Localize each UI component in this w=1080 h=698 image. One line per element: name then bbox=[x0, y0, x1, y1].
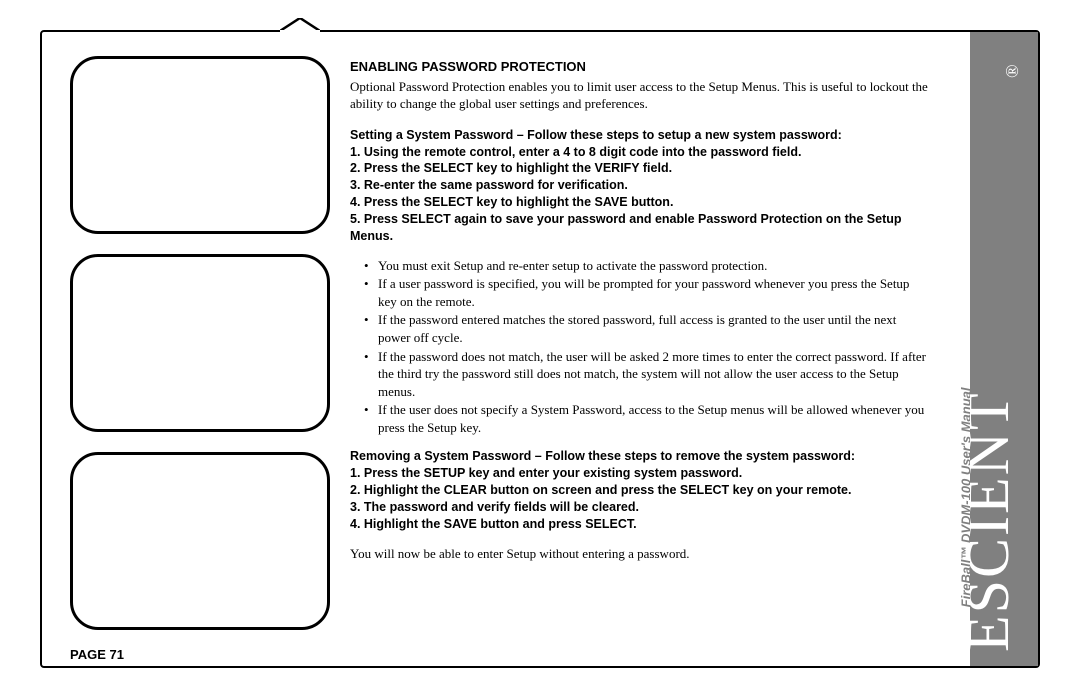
note-item: If a user password is specified, you wil… bbox=[364, 275, 930, 310]
brand-sidebar: ESCIENT ® bbox=[970, 32, 1038, 666]
removing-step-4: 4. Highlight the SAVE button and press S… bbox=[350, 516, 930, 533]
brand-logo: ESCIENT ® bbox=[970, 32, 1038, 666]
setting-step-2: 2. Press the SELECT key to highlight the… bbox=[350, 160, 930, 177]
setting-step-5: 5. Press SELECT again to save your passw… bbox=[350, 211, 930, 245]
setting-password-block: Setting a System Password – Follow these… bbox=[350, 127, 930, 245]
removing-step-3: 3. The password and verify fields will b… bbox=[350, 499, 930, 516]
removing-password-block: Removing a System Password – Follow thes… bbox=[350, 448, 930, 532]
placeholder-box-2 bbox=[70, 254, 330, 432]
setting-step-1: 1. Using the remote control, enter a 4 t… bbox=[350, 144, 930, 161]
notes-list: You must exit Setup and re-enter setup t… bbox=[350, 257, 930, 436]
removing-step-2: 2. Highlight the CLEAR button on screen … bbox=[350, 482, 930, 499]
removing-title: Removing a System Password – Follow thes… bbox=[350, 448, 930, 465]
setting-title: Setting a System Password – Follow these… bbox=[350, 127, 930, 144]
note-item: If the password does not match, the user… bbox=[364, 348, 930, 401]
removing-step-1: 1. Press the SETUP key and enter your ex… bbox=[350, 465, 930, 482]
setting-step-4: 4. Press the SELECT key to highlight the… bbox=[350, 194, 930, 211]
registered-mark: ® bbox=[1002, 64, 1022, 78]
note-item: You must exit Setup and re-enter setup t… bbox=[364, 257, 930, 275]
frame-notch bbox=[280, 18, 320, 42]
side-image-placeholders bbox=[70, 56, 330, 630]
section-heading: ENABLING PASSWORD PROTECTION bbox=[350, 58, 930, 76]
note-item: If the password entered matches the stor… bbox=[364, 311, 930, 346]
closing-line: You will now be able to enter Setup with… bbox=[350, 545, 930, 563]
page-number: PAGE 71 bbox=[70, 647, 124, 662]
placeholder-box-1 bbox=[70, 56, 330, 234]
main-content: ENABLING PASSWORD PROTECTION Optional Pa… bbox=[350, 58, 930, 562]
placeholder-box-3 bbox=[70, 452, 330, 630]
brand-text: ESCIENT bbox=[970, 391, 1021, 652]
note-item: If the user does not specify a System Pa… bbox=[364, 401, 930, 436]
setting-step-3: 3. Re-enter the same password for verifi… bbox=[350, 177, 930, 194]
intro-paragraph: Optional Password Protection enables you… bbox=[350, 78, 930, 113]
